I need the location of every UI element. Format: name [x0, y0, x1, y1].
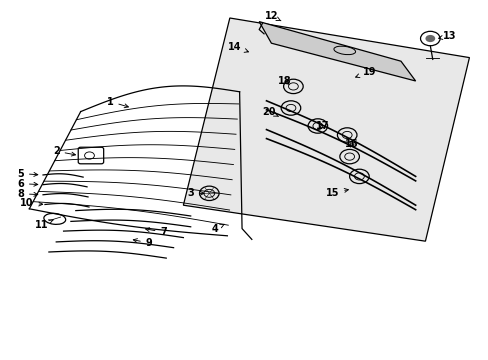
Text: 16: 16 [345, 139, 358, 149]
Text: 12: 12 [264, 11, 281, 21]
Polygon shape [259, 22, 415, 81]
Text: 19: 19 [355, 67, 375, 78]
Text: 17: 17 [315, 121, 329, 131]
Text: 14: 14 [227, 42, 248, 52]
Polygon shape [183, 18, 468, 241]
Text: 10: 10 [20, 198, 42, 208]
Text: 3: 3 [187, 188, 203, 198]
Text: 11: 11 [35, 220, 54, 230]
Circle shape [425, 35, 434, 42]
Text: 6: 6 [17, 179, 38, 189]
Text: 20: 20 [262, 107, 278, 117]
Text: 7: 7 [145, 227, 167, 237]
Text: 18: 18 [277, 76, 291, 86]
Text: 8: 8 [17, 189, 38, 199]
Text: 5: 5 [17, 168, 38, 179]
Text: 13: 13 [438, 31, 456, 41]
Text: 15: 15 [325, 188, 347, 198]
Text: 2: 2 [53, 146, 75, 156]
Text: 9: 9 [133, 238, 152, 248]
Text: 4: 4 [211, 224, 224, 234]
Text: 1: 1 [106, 96, 128, 108]
